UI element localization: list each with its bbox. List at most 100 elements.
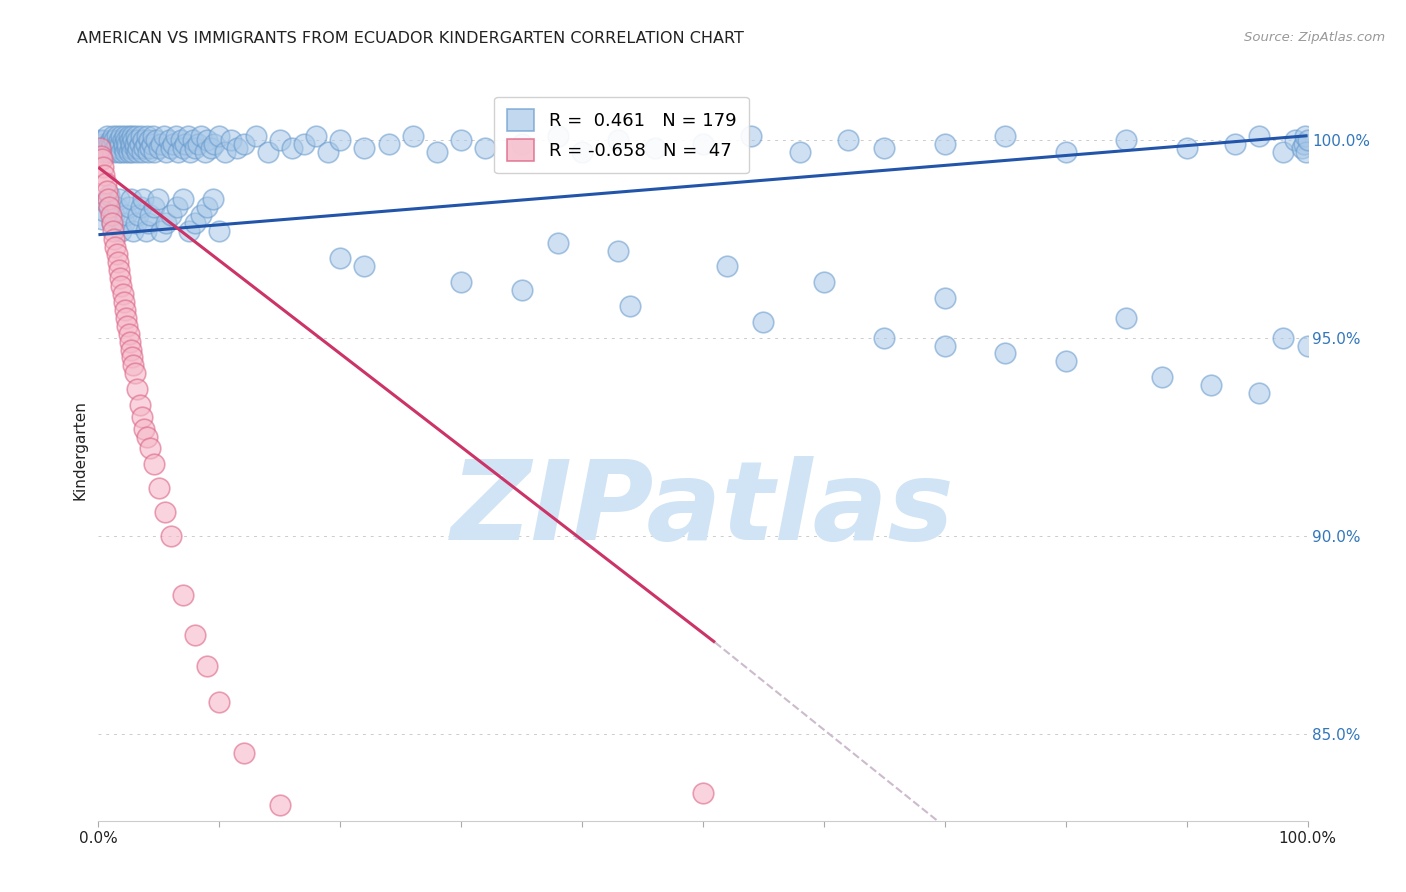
Text: ZIPatlas: ZIPatlas [451,456,955,563]
Point [934,136,956,151]
Point [97,192,120,206]
Point [120,140,142,154]
Point [1115,133,1137,147]
Point [125,216,148,230]
Point [190,208,212,222]
Point [644,140,666,154]
Point [112,216,135,230]
Point [607,133,630,147]
Point [221,133,243,147]
Point [91,136,114,151]
Point [619,299,641,313]
Point [1296,133,1319,147]
Point [184,216,207,230]
Point [124,136,146,151]
Point [269,133,291,147]
Point [181,133,204,147]
Point [122,359,145,373]
Point [1054,145,1077,159]
Point [132,192,155,206]
Point [353,260,375,274]
Point [127,140,149,154]
Point [329,133,352,147]
Point [111,133,134,147]
Point [1249,386,1271,401]
Point [120,192,142,206]
Point [184,627,207,641]
Point [571,145,593,159]
Point [94,176,117,190]
Point [1294,128,1316,143]
Point [172,140,194,154]
Point [195,133,218,147]
Text: AMERICAN VS IMMIGRANTS FROM ECUADOR KINDERGARTEN CORRELATION CHART: AMERICAN VS IMMIGRANTS FROM ECUADOR KIND… [77,31,744,46]
Point [172,588,194,602]
Point [110,224,132,238]
Point [1284,133,1306,147]
Point [474,140,496,154]
Point [139,140,162,154]
Point [232,747,254,761]
Point [91,211,114,226]
Point [103,133,125,147]
Point [167,145,190,159]
Point [89,133,111,147]
Point [1054,354,1077,368]
Point [105,128,128,143]
Point [101,145,124,159]
Point [96,136,118,151]
Point [789,145,811,159]
Point [118,128,141,143]
Point [202,192,225,206]
Point [124,366,146,380]
Point [172,192,194,206]
Point [108,136,131,151]
Point [143,200,166,214]
Point [103,232,125,246]
Point [1223,136,1246,151]
Point [716,260,738,274]
Point [128,136,150,151]
Point [873,140,896,154]
Point [136,216,159,230]
Point [160,208,183,222]
Point [1115,310,1137,325]
Point [118,145,141,159]
Point [110,279,132,293]
Point [245,128,267,143]
Point [353,140,375,154]
Text: Source: ZipAtlas.com: Source: ZipAtlas.com [1244,31,1385,45]
Point [118,326,141,341]
Point [547,235,569,250]
Point [104,239,127,253]
Point [97,145,120,159]
Point [934,291,956,305]
Point [195,659,218,673]
Point [91,161,114,175]
Point [132,133,155,147]
Point [141,136,163,151]
Point [96,128,118,143]
Point [256,145,278,159]
Point [157,133,180,147]
Point [162,136,184,151]
Point [90,140,112,154]
Point [124,140,146,154]
Point [112,136,135,151]
Point [108,271,131,285]
Point [136,145,159,159]
Point [96,196,118,211]
Point [184,140,207,154]
Point [122,133,145,147]
Point [110,128,132,143]
Point [316,145,339,159]
Point [426,145,449,159]
Point [100,208,122,222]
Point [115,208,138,222]
Point [139,208,162,222]
Point [120,343,142,357]
Point [100,133,122,147]
Point [114,128,136,143]
Legend: R =  0.461   N = 179, R = -0.658   N =  47: R = 0.461 N = 179, R = -0.658 N = 47 [495,96,749,173]
Point [1272,145,1295,159]
